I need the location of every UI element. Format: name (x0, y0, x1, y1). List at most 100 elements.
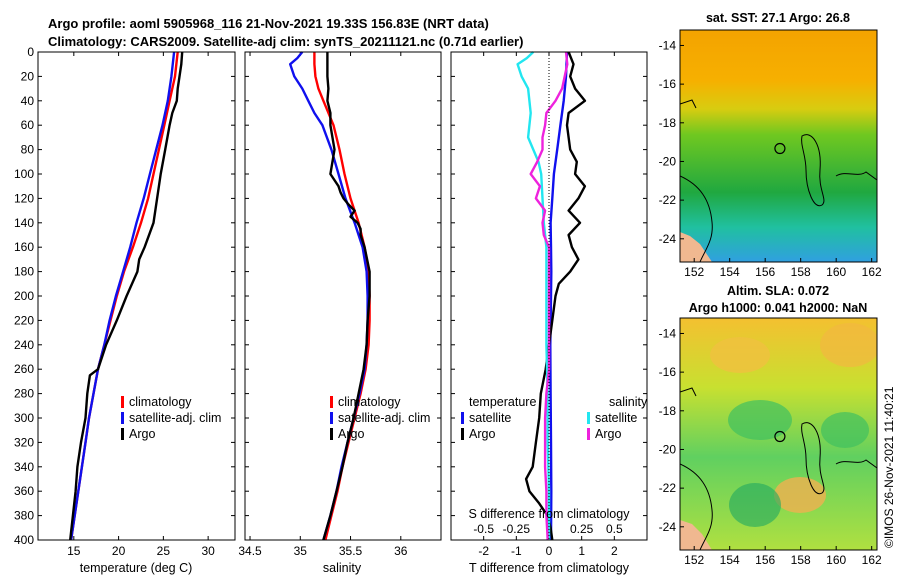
x-tick-label: -2 (478, 544, 489, 558)
temperature-x-axis: 15 20 25 30 (67, 52, 215, 558)
sla-map-frame (679, 317, 878, 551)
salinity-plot-frame (244, 51, 442, 541)
lat-tick-label: -20 (659, 442, 677, 456)
sal-legend-swatch-climatology (330, 396, 333, 408)
depth-tick-label: 260 (14, 362, 34, 376)
s-tick-label: -0.5 (473, 522, 494, 536)
sst-reef-outline (801, 134, 825, 207)
depth-tick-label: 220 (14, 313, 34, 327)
sla-coastline (680, 463, 713, 550)
legend-swatch-argo (121, 428, 124, 440)
series-line-temperature-argo (524, 51, 587, 541)
sla-reef-outline (801, 422, 825, 495)
legend-label-argo: Argo (129, 427, 155, 441)
lon-tick-label: 162 (862, 553, 882, 567)
sst-island-outline (680, 99, 697, 109)
sla-low-patch-2 (821, 412, 869, 448)
lon-tick-label: 154 (720, 265, 740, 279)
depth-tick-label: 200 (14, 289, 34, 303)
salinity-legend: climatology satellite-adj. clim Argo (330, 395, 430, 441)
diff-legend-label-temp-satellite: satellite (469, 411, 511, 425)
sla-high-patch (710, 337, 770, 373)
lon-tick-label: 158 (791, 553, 811, 567)
x-tick-label: -1 (511, 544, 522, 558)
legend-swatch-satellite (121, 412, 124, 424)
lat-tick-label: -14 (659, 326, 677, 340)
sst-argo-position-marker (774, 142, 786, 155)
temperature-panel: 0 20 40 60 80 100 120 140 160 180 200 220 240 260 280 3… (14, 45, 236, 575)
lon-tick-label: 156 (755, 553, 775, 567)
sla-map-subtitle: Argo h1000: 0.041 h2000: NaN (689, 301, 868, 315)
sal-legend-label-climatology: climatology (338, 395, 401, 409)
sal-legend-label-argo: Argo (338, 427, 364, 441)
legend-swatch-climatology (121, 396, 124, 408)
series-line-salinity-argo (529, 51, 569, 541)
salinity-x-axis: 34.5 35 35.5 36 (238, 52, 408, 558)
depth-tick-label: 320 (14, 435, 34, 449)
x-tick-label: 34.5 (238, 544, 262, 558)
lat-tick-label: -22 (659, 481, 677, 495)
sla-argo-position-marker (774, 430, 786, 443)
sal-legend-swatch-satellite (330, 412, 333, 424)
depth-tick-label: 300 (14, 411, 34, 425)
temperature-series (69, 51, 184, 541)
x-tick-label: 0 (546, 544, 553, 558)
x-tick-label: 20 (112, 544, 126, 558)
difference-depth-ticks (451, 51, 647, 541)
sla-island-outline (680, 387, 697, 397)
sla-low-patch-3 (729, 483, 781, 527)
legend-label-satellite: satellite-adj. clim (129, 411, 221, 425)
depth-tick-label: 100 (14, 167, 34, 181)
sst-map-axes: 152 154 156 158 160 162 -14 -16 -18 -20 -22 -24 (659, 38, 882, 279)
sst-reef-outline-2 (835, 171, 877, 181)
lon-tick-label: 160 (826, 265, 846, 279)
sla-low-patch (728, 400, 792, 440)
sla-high-patch-3 (774, 477, 826, 513)
depth-tick-label: 340 (14, 460, 34, 474)
salinity-depth-ticks (245, 51, 441, 541)
x-tick-label: 35.5 (339, 544, 363, 558)
legend-title-temperature: temperature (469, 395, 536, 409)
sst-map-frame (679, 29, 878, 263)
difference-legend: temperature satellite Argo salinity sate… (461, 395, 648, 441)
temperature-plot-frame (37, 51, 236, 541)
diff-legend-label-temp-argo: Argo (469, 427, 495, 441)
depth-tick-label: 380 (14, 509, 34, 523)
depth-tick-label: 360 (14, 484, 34, 498)
lat-tick-label: -18 (659, 116, 677, 130)
sst-map: sat. SST: 27.1 Argo: 26.8 152 154 156 158 16… (659, 11, 882, 279)
depth-tick-label: 0 (27, 45, 34, 59)
x-tick-label: 15 (67, 544, 81, 558)
sst-coastline (680, 175, 713, 262)
lon-tick-label: 156 (755, 265, 775, 279)
sla-map: Altim. SLA: 0.072 Argo h1000: 0.041 h200… (659, 284, 882, 567)
x-tick-label: 30 (201, 544, 215, 558)
lat-tick-label: -24 (659, 232, 677, 246)
diff-legend-label-sal-satellite: satellite (595, 411, 637, 425)
legend-label-climatology: climatology (129, 395, 192, 409)
salinity-series (289, 51, 371, 541)
temperature-legend: climatology satellite-adj. clim Argo (121, 395, 221, 441)
title-line-1: Argo profile: aoml 5905968_116 21-Nov-20… (48, 16, 489, 31)
depth-tick-label: 60 (21, 118, 35, 132)
x-tick-label: 25 (157, 544, 171, 558)
lon-tick-label: 162 (862, 265, 882, 279)
series-line-satellite-adj-clim (69, 51, 176, 541)
imos-footer: ©IMOS 26-Nov-2021 11:40:21 (882, 386, 896, 548)
title-line-2: Climatology: CARS2009. Satellite-adj cli… (48, 34, 523, 49)
diff-legend-swatch-sal-argo (587, 428, 590, 440)
diff-legend-swatch-temp-satellite (461, 412, 464, 424)
depth-tick-label: 400 (14, 533, 34, 547)
series-line-temperature-satellite (549, 51, 569, 541)
t-difference-xlabel: T difference from climatology (469, 561, 630, 575)
sla-map-axes: 152 154 156 158 160 162 -14 -16 -18 -20 -22 -24 (659, 326, 882, 567)
salinity-panel: 34.5 35 35.5 36 salinity climatology satell… (238, 51, 442, 575)
diff-legend-label-sal-argo: Argo (595, 427, 621, 441)
lat-tick-label: -18 (659, 404, 677, 418)
diff-legend-swatch-temp-argo (461, 428, 464, 440)
lon-tick-label: 158 (791, 265, 811, 279)
lon-tick-label: 160 (826, 553, 846, 567)
x-tick-label: 1 (578, 544, 585, 558)
